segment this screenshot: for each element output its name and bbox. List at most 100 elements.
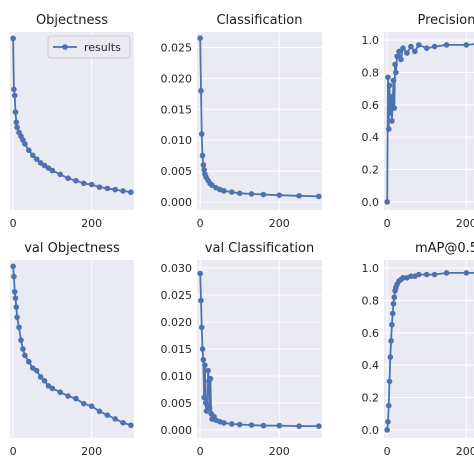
objectness-data-point — [128, 189, 134, 195]
val-objectness-data-point — [20, 346, 26, 352]
precision-y-tick-label: 1.0 — [362, 34, 380, 47]
objectness-data-point — [29, 152, 36, 159]
map-0-5-data-point — [384, 427, 390, 433]
objectness-data-point — [14, 124, 20, 131]
val-classification-data-point — [276, 422, 283, 429]
val-classification-data-point — [200, 356, 207, 363]
classification-y-tick-label: 0.005 — [161, 165, 193, 178]
val-classification-y-tick-label: 0.010 — [161, 370, 193, 383]
map-0-5-data-point — [463, 270, 470, 276]
precision-data-point — [431, 43, 438, 50]
map-0-5-data-point — [391, 294, 398, 301]
val-classification-x-tick-label: 0 — [197, 445, 204, 458]
map-0-5-y-tick-label: 1.0 — [362, 262, 380, 275]
val-objectness-x-tick-label: 200 — [81, 445, 102, 458]
val-classification-y-tick-label: 0.030 — [161, 262, 193, 275]
val-classification-data-point — [221, 420, 227, 426]
classification-data-point — [198, 87, 204, 94]
precision-y-tick-label: 0.4 — [362, 131, 380, 144]
val-classification-data-point — [205, 367, 211, 374]
map-0-5-x-tick-label: 200 — [456, 445, 474, 458]
val-objectness-data-point — [88, 403, 95, 410]
objectness-data-point — [12, 109, 19, 115]
objectness-x-tick-label: 200 — [81, 217, 102, 230]
objectness-data-point — [11, 86, 17, 93]
precision-data-point — [393, 69, 399, 76]
objectness-data-point — [120, 188, 126, 194]
precision-title: Precision — [417, 13, 474, 28]
precision-data-point — [400, 45, 406, 51]
objectness-data-point — [10, 35, 16, 42]
objectness-data-point — [104, 185, 111, 192]
precision-data-point — [385, 126, 392, 132]
map-0-5-y-tick-label: 0.8 — [362, 294, 380, 307]
val-objectness-data-point — [120, 419, 126, 426]
val-objectness-data-point — [65, 393, 71, 399]
objectness-x-tick-label: 0 — [10, 217, 17, 230]
map-0-5-y-tick-label: 0.2 — [362, 392, 380, 405]
map-0-5-data-point — [408, 273, 414, 279]
val-classification-data-point — [198, 324, 205, 331]
map-0-5-data-point — [389, 310, 396, 317]
val-objectness-data-point — [18, 337, 24, 343]
chart-objectness: 0 200 Objectness results — [10, 13, 134, 230]
map-0-5-plot-area — [384, 260, 474, 438]
val-objectness-data-point — [104, 412, 111, 418]
val-objectness-data-point — [128, 422, 134, 429]
objectness-data-point — [96, 184, 103, 190]
val-classification-title: val Classification — [205, 241, 314, 256]
val-objectness-data-point — [10, 263, 16, 270]
val-classification-data-point — [229, 421, 235, 427]
map-0-5-data-point — [390, 300, 397, 307]
val-objectness-data-point — [16, 324, 22, 331]
classification-data-point — [236, 190, 243, 197]
val-classification-data-point — [260, 422, 267, 429]
val-objectness-data-point — [26, 358, 32, 365]
classification-data-point — [276, 192, 283, 198]
precision-data-point — [423, 45, 430, 51]
legend-box — [47, 35, 131, 59]
map-0-5-data-point — [443, 270, 450, 276]
classification-data-point — [200, 162, 207, 168]
chart-val-objectness: 0 200 val Objectness — [10, 241, 134, 458]
val-classification-data-point — [316, 423, 322, 429]
objectness-data-point — [49, 167, 56, 174]
map-0-5-data-point — [431, 271, 438, 278]
val-classification-data-point — [206, 405, 213, 412]
val-objectness-title: val Objectness — [24, 241, 120, 256]
val-classification-data-point — [296, 423, 302, 429]
precision-data-point — [392, 61, 398, 68]
precision-data-point — [389, 118, 395, 124]
map-0-5-data-point — [385, 419, 391, 425]
chart-precision: 0 200 0.0 0.2 0.4 0.6 0.8 1.0 Precision — [362, 13, 474, 230]
precision-data-point — [412, 48, 418, 55]
val-classification-y-tick-label: 0.015 — [161, 343, 193, 356]
map-0-5-y-tick-label: 0.6 — [362, 327, 380, 340]
classification-data-point — [260, 191, 267, 198]
chart-val-classification: 0 200 0.000 0.005 0.010 0.015 0.020 0.025 0.030 v… — [161, 241, 322, 458]
precision-data-point — [404, 50, 410, 56]
classification-plot-area — [197, 32, 322, 210]
classification-data-point — [296, 192, 302, 199]
precision-data-point — [416, 42, 422, 48]
classification-x-tick-label: 0 — [197, 217, 204, 230]
classification-y-tick-label: 0.025 — [161, 41, 193, 54]
val-objectness-data-point — [11, 273, 17, 280]
classification-data-point — [221, 188, 227, 194]
objectness-data-point — [73, 177, 79, 184]
precision-data-point — [396, 48, 402, 55]
val-classification-data-point — [199, 346, 206, 352]
precision-y-tick-label: 0.6 — [362, 99, 380, 112]
precision-data-point — [443, 42, 450, 48]
classification-y-tick-label: 0.010 — [161, 134, 193, 147]
precision-data-point — [387, 110, 394, 116]
val-classification-data-point — [201, 394, 207, 401]
map-0-5-data-point — [388, 338, 394, 344]
precision-data-point — [389, 98, 396, 105]
classification-x-tick-label: 200 — [269, 217, 290, 230]
map-0-5-data-point — [385, 402, 392, 409]
val-objectness-plot-area — [10, 260, 134, 438]
precision-x-tick-label: 200 — [456, 217, 474, 230]
precision-data-point — [463, 42, 470, 48]
